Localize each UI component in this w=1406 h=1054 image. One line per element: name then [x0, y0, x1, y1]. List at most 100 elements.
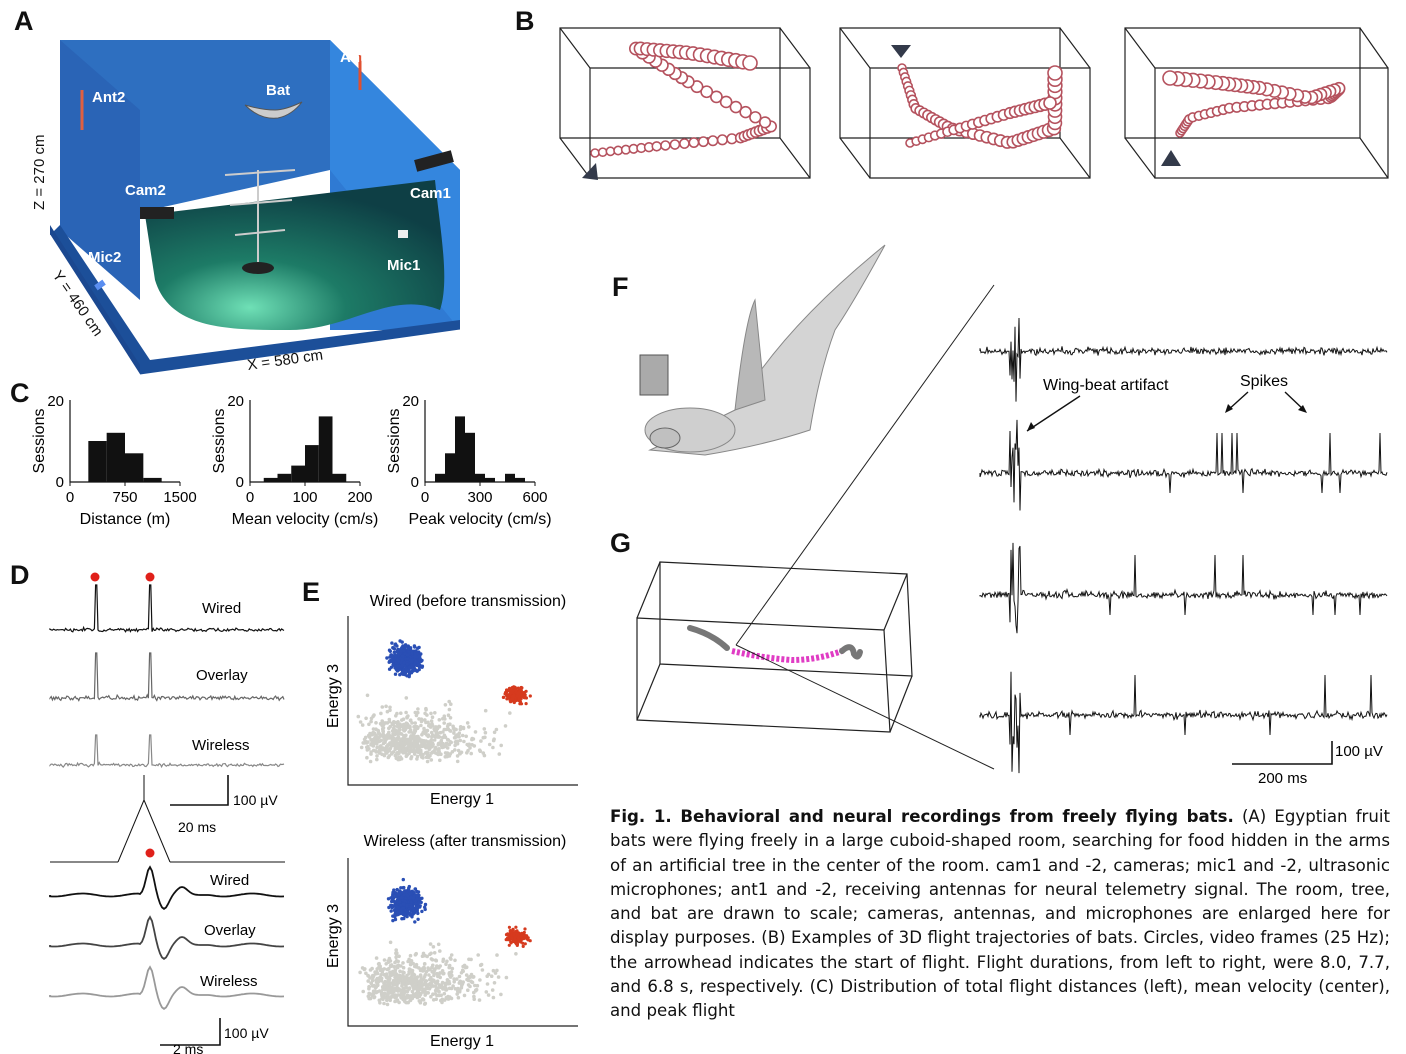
label-cam2: Cam2 [125, 182, 166, 199]
scale-v-f: 100 µV [1335, 743, 1383, 760]
spike-dot-3 [145, 848, 155, 858]
spike-dot-2 [145, 572, 155, 582]
scatter-title-1: Wired (before transmission) [370, 593, 567, 610]
label-ant2: Ant2 [92, 89, 125, 106]
caption-body: (A) Egyptian fruit bats were flying free… [610, 807, 1390, 1021]
panel-label-a: A [14, 6, 34, 36]
scatter-xlabel-1: Energy 1 [430, 791, 494, 808]
panel-label-d: D [10, 560, 30, 590]
flight-trajectories [559, 27, 1389, 180]
label-wired-d: Wired [202, 600, 241, 617]
camera-1-icon [414, 150, 454, 172]
mic-1-icon [398, 230, 408, 238]
hist-bar [88, 441, 107, 482]
scale-v-d1: 100 µV [233, 792, 278, 808]
trajectory-gray-end [839, 644, 863, 660]
trace-zoom-wired [49, 865, 285, 911]
hist-bar [445, 453, 455, 482]
panel-label-e: E [302, 577, 321, 607]
room-diagram: Ant1 Ant2 Bat Cam1 Cam2 Mic1 Mic2 Z = 27… [31, 40, 461, 376]
panel-label-b: B [515, 6, 535, 36]
hist-xlabel: Distance (m) [80, 511, 171, 528]
bat-illustration [639, 244, 886, 456]
hist-bar [505, 473, 515, 482]
label-wired-zoom: Wired [210, 872, 249, 889]
start-arrowhead-3 [1161, 150, 1181, 166]
hist-ytick: 0 [56, 474, 64, 491]
hist-bar [435, 473, 445, 482]
arrow-wingbeat [1026, 395, 1081, 432]
label-wireless-zoom: Wireless [200, 973, 258, 990]
hist-bar [305, 445, 319, 482]
camera-2-icon [140, 207, 174, 219]
scatter-ylabel-2: Energy 3 [325, 904, 342, 968]
scatter-ylabel-1: Energy 3 [325, 664, 342, 728]
hist-ytick: 20 [227, 395, 244, 410]
hist-bar [475, 473, 485, 482]
hist-bar [277, 473, 292, 482]
scale-v-d2: 100 µV [224, 1025, 269, 1041]
hist-bar [465, 432, 475, 482]
trace-zoom-overlay [49, 915, 285, 961]
scale-bar-f [1232, 741, 1333, 765]
hist-bar [143, 477, 162, 482]
trajectory-box-3 [1124, 27, 1389, 179]
label-mic1: Mic1 [387, 257, 420, 274]
hist-bar [332, 473, 347, 482]
scale-t-d1: 20 ms [178, 819, 216, 835]
spike-dot-1 [90, 572, 100, 582]
hist-ylabel: Sessions [386, 409, 403, 474]
hist-xtick: 600 [522, 489, 547, 506]
panel-label-g: G [610, 528, 632, 558]
scale-t-d2: 2 ms [173, 1041, 203, 1054]
label-spikes: Spikes [1240, 373, 1288, 390]
start-arrowhead-2 [891, 45, 911, 58]
label-overlay-d: Overlay [196, 667, 248, 684]
trajectory-gray-start [687, 625, 730, 651]
scale-t-f: 200 ms [1258, 770, 1307, 783]
trace-f-4 [979, 671, 1388, 774]
trace-f-2 [979, 419, 1388, 511]
hist-xtick: 0 [421, 489, 429, 506]
scale-bar-d2 [160, 1018, 221, 1046]
hist-xtick: 1500 [163, 489, 196, 506]
trace-wired [49, 584, 285, 633]
hist-bar [263, 477, 278, 482]
label-z-dim: Z = 270 cm [31, 135, 48, 210]
label-overlay-zoom: Overlay [204, 922, 256, 939]
scatter-xlabel-2: Energy 1 [430, 1033, 494, 1050]
hist-ytick: 0 [411, 474, 419, 491]
hist-xtick: 200 [347, 489, 372, 506]
zoom-lines [735, 284, 995, 770]
hist-xtick: 750 [112, 489, 137, 506]
label-wireless-d: Wireless [192, 737, 250, 754]
caption-title: Fig. 1. Behavioral and neural recordings… [610, 807, 1234, 826]
figure-caption: Fig. 1. Behavioral and neural recordings… [610, 805, 1390, 1024]
hist-bar [318, 416, 333, 482]
panel-label-f: F [612, 272, 629, 302]
hist-ylabel: Sessions [31, 409, 48, 474]
hist-xtick: 0 [246, 489, 254, 506]
trajectory-box-g [636, 561, 913, 733]
trace-overlay [49, 652, 285, 702]
trace-zoom-wireless [49, 965, 285, 1011]
trace-f-3 [979, 542, 1388, 634]
hist-xtick: 0 [66, 489, 74, 506]
start-arrowhead-1 [582, 163, 598, 180]
hist-ytick: 20 [47, 395, 64, 410]
neural-traces-f: Wing-beat artifact Spikes 100 µV 200 ms [979, 285, 1388, 783]
hist-bar [455, 416, 465, 482]
hist-bar [515, 477, 525, 482]
hist-bar [106, 432, 125, 482]
trajectory-magenta-segment [731, 648, 844, 664]
hist-ytick: 20 [402, 395, 419, 410]
label-ant1: Ant1 [340, 49, 373, 66]
mic-2-icon [94, 279, 106, 291]
trace-wireless [49, 734, 285, 769]
hist-ylabel: Sessions [211, 409, 228, 474]
hist-bar [291, 465, 305, 482]
trajectory-box-2 [839, 27, 1091, 179]
label-wingbeat: Wing-beat artifact [1043, 377, 1169, 394]
